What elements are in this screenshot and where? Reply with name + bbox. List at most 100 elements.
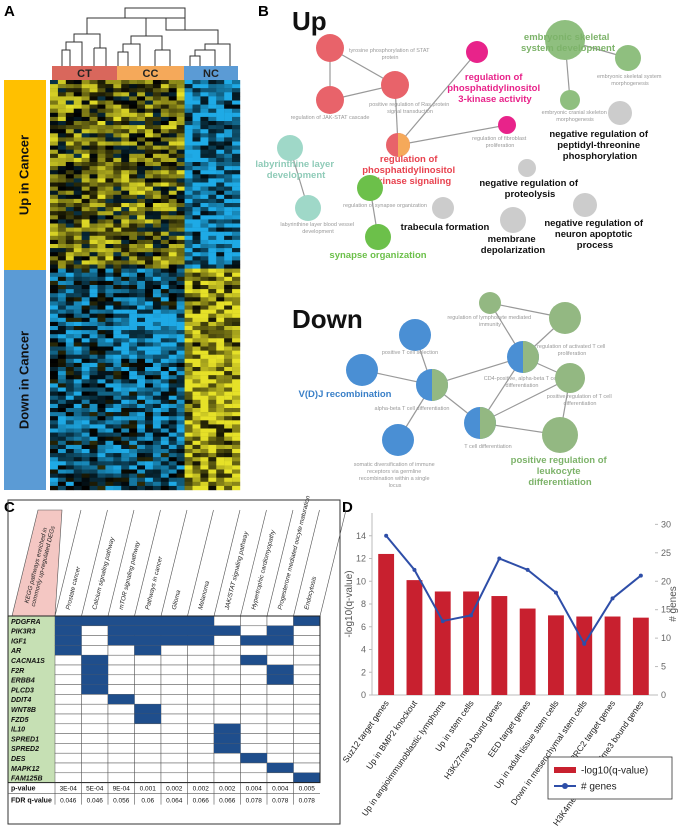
heatmap-cell <box>121 453 130 458</box>
hit-cell <box>293 616 320 626</box>
heatmap-cell <box>216 235 225 241</box>
heatmap-cell <box>137 285 146 290</box>
heatmap-cell <box>57 350 67 355</box>
heatmap-cell <box>105 444 114 450</box>
heatmap-cell <box>152 149 162 154</box>
heatmap-cell <box>176 80 185 85</box>
heatmap-cell <box>224 309 233 314</box>
heatmap-cell <box>50 174 59 179</box>
heatmap-cell <box>232 215 241 220</box>
heatmap-cell <box>65 358 74 364</box>
heatmap-cell <box>89 108 98 113</box>
heatmap-cell <box>129 219 138 224</box>
heatmap-cell <box>65 231 74 236</box>
column-label: mTOR signaling pathway <box>118 540 142 611</box>
heatmap-cell <box>50 321 59 327</box>
heatmap-cell <box>184 112 193 118</box>
heatmap-cell <box>152 190 162 195</box>
heatmap-cell <box>216 231 225 236</box>
heatmap-cell <box>216 215 225 220</box>
heatmap-cell <box>81 424 90 429</box>
heatmap-cell <box>97 178 106 183</box>
heatmap-cell <box>200 362 209 368</box>
heatmap-cell <box>137 272 146 277</box>
y2-tick-label: 15 <box>661 605 671 615</box>
network-edge <box>479 377 571 424</box>
heatmap-cell <box>232 231 241 236</box>
heatmap-cell <box>224 215 233 220</box>
heatmap-cell <box>73 375 82 380</box>
heatmap-cell <box>160 330 169 335</box>
heatmap-cell <box>57 342 67 347</box>
heatmap-cell <box>208 162 217 167</box>
heatmap-cell <box>105 162 114 167</box>
heatmap-cell <box>50 207 59 212</box>
heatmap-cell <box>192 108 201 113</box>
heatmap-cell <box>89 223 98 228</box>
heatmap-cell <box>57 248 67 253</box>
heatmap-cell <box>137 215 146 220</box>
heatmap-cell <box>89 166 98 171</box>
heatmap-cell <box>81 346 90 351</box>
heatmap-cell <box>176 334 185 339</box>
heatmap-cell <box>81 145 90 150</box>
heatmap-cell <box>121 342 130 347</box>
heatmap-cell <box>121 166 130 171</box>
heatmap-cell <box>208 326 217 331</box>
heatmap-cell <box>192 338 201 343</box>
heatmap-cell <box>89 391 98 396</box>
heatmap-cell <box>89 383 98 388</box>
heatmap-cell <box>89 260 98 265</box>
heatmap-cell <box>176 403 185 409</box>
heatmap-cell <box>184 403 193 409</box>
heatmap-cell <box>81 256 90 261</box>
heatmap-cell <box>81 268 90 273</box>
heatmap-cell <box>129 260 138 265</box>
heatmap-cell <box>152 338 162 343</box>
heatmap-cell <box>137 346 146 351</box>
heatmap-cell <box>224 412 233 417</box>
heatmap-cell <box>121 371 130 376</box>
heatmap-cell <box>160 182 169 187</box>
table-cell <box>266 703 294 715</box>
table-cell <box>160 733 188 744</box>
heatmap-cell <box>192 289 201 294</box>
heatmap-cell <box>152 235 162 241</box>
heatmap-cell <box>97 260 106 265</box>
heatmap-cell <box>137 244 146 249</box>
heatmap-cell <box>192 416 201 421</box>
heatmap-cell <box>168 108 177 113</box>
heatmap-cell <box>137 383 146 388</box>
heatmap-cell <box>113 457 122 462</box>
stat-value: 0.046 <box>60 798 77 805</box>
heatmap-cell <box>184 293 193 298</box>
heatmap-cell <box>65 227 74 232</box>
heatmap-cell <box>65 280 74 286</box>
heatmap-cell <box>121 170 130 175</box>
heatmap-cell <box>113 166 122 171</box>
heatmap-cell <box>192 334 201 339</box>
hit-cell <box>55 635 82 646</box>
heatmap-cell <box>121 92 130 97</box>
heatmap-cell <box>97 231 106 236</box>
heatmap-cell <box>152 268 162 273</box>
heatmap-cell <box>216 395 225 400</box>
heatmap-cell <box>50 383 59 388</box>
heatmap-cell <box>176 301 185 306</box>
table-cell <box>266 713 294 725</box>
heatmap-cell <box>176 182 185 187</box>
heatmap-cell <box>81 211 90 216</box>
heatmap-cell <box>89 309 98 314</box>
heatmap-cell <box>121 449 130 454</box>
heatmap-cell <box>97 449 106 454</box>
heatmap-cell <box>65 207 74 212</box>
heatmap-cell <box>97 387 106 392</box>
heatmap-cell <box>97 248 106 253</box>
heatmap-cell <box>57 469 67 474</box>
heatmap-cell <box>208 215 217 220</box>
heatmap-cell <box>192 297 201 302</box>
heatmap-cell <box>232 485 241 491</box>
heatmap-cell <box>137 444 146 450</box>
heatmap-cell <box>81 223 90 228</box>
heatmap-cell <box>184 84 193 89</box>
